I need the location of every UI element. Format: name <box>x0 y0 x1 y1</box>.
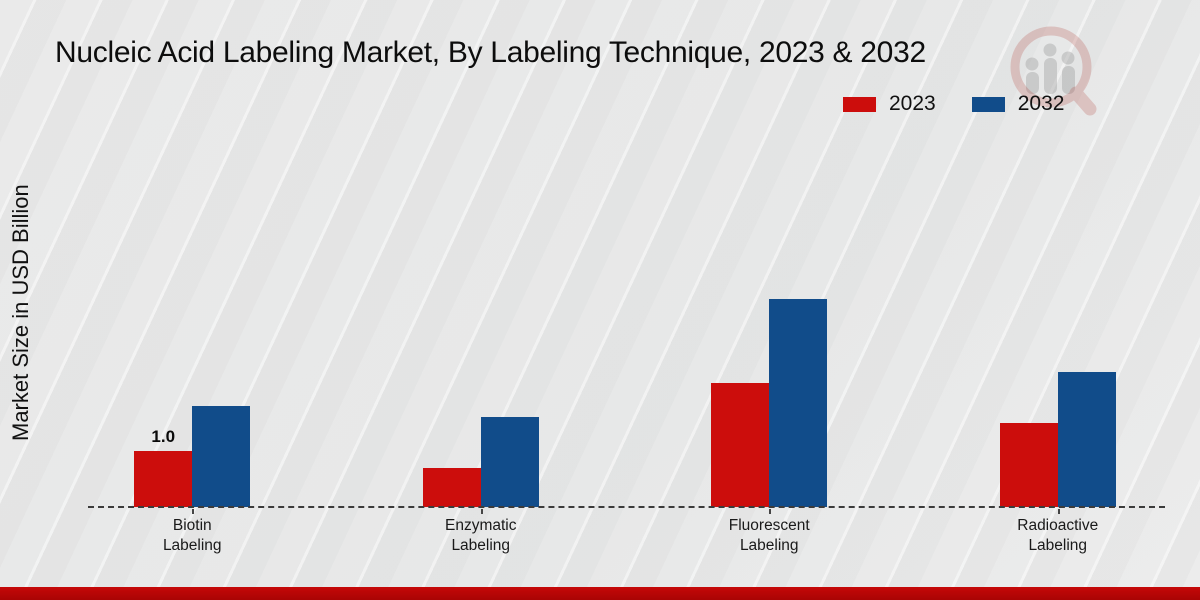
bar-2023-biotin-labeling <box>134 451 193 507</box>
bar-2023-radioactive-labeling <box>999 423 1058 507</box>
bar-wrap-2023-radioactive-labeling <box>999 423 1058 507</box>
bar-2032-fluorescent-labeling <box>769 299 828 507</box>
bar-2023-enzymatic-labeling <box>422 468 481 507</box>
category-group-fluorescent-labeling: Fluorescent Labeling <box>625 217 914 554</box>
footer-accent-bar <box>0 587 1200 600</box>
x-axis-tick-enzymatic-labeling <box>480 509 483 514</box>
bar-wrap-2023-fluorescent-labeling <box>711 383 770 507</box>
legend-swatch-2032 <box>971 96 1005 112</box>
plot-area: 1.0 Biotin Labeling Enzymatic Labeling Fluo… <box>48 217 1200 554</box>
bar-value-label-2023-biotin-labeling: 1.0 <box>151 427 176 446</box>
bar-wrap-2023-enzymatic-labeling <box>422 468 481 507</box>
category-group-biotin-labeling: 1.0 Biotin Labeling <box>48 217 337 554</box>
legend-label-2023: 2023 <box>889 92 936 115</box>
legend-label-2032: 2032 <box>1017 92 1065 115</box>
x-axis-tick-radioactive-labeling <box>1057 509 1060 514</box>
bar-wrap-2032-biotin-labeling <box>192 406 251 507</box>
category-label-radioactive-labeling: Radioactive Labeling <box>1017 517 1099 554</box>
bar-wrap-2032-fluorescent-labeling <box>769 299 828 507</box>
category-group-enzymatic-labeling: Enzymatic Labeling <box>337 217 626 554</box>
legend-item-2023: 2023 <box>843 92 936 116</box>
watermark-logo <box>1010 26 1097 116</box>
category-label-biotin-labeling: Biotin Labeling <box>162 517 222 554</box>
legend-swatch-2023 <box>843 96 876 112</box>
y-axis-label: Market Size in USD Billion <box>8 184 33 441</box>
legend: 2023 2032 <box>843 92 1064 116</box>
bar-2023-fluorescent-labeling <box>711 383 770 507</box>
category-group-radioactive-labeling: Radioactive Labeling <box>914 217 1200 554</box>
x-axis-baseline <box>88 506 1165 508</box>
bar-pair-radioactive-labeling <box>999 372 1116 507</box>
legend-item-2032: 2032 <box>971 92 1065 116</box>
chart-title: Nucleic Acid Labeling Market, By Labelin… <box>55 36 926 69</box>
bar-wrap-2032-enzymatic-labeling <box>480 417 539 507</box>
category-label-enzymatic-labeling: Enzymatic Labeling <box>445 517 517 554</box>
magnifier-bar-chart-icon <box>1010 26 1097 116</box>
category-label-fluorescent-labeling: Fluorescent Labeling <box>728 517 810 554</box>
x-axis-tick-biotin-labeling <box>192 509 195 514</box>
bar-pair-enzymatic-labeling <box>422 417 539 507</box>
bar-wrap-2023-biotin-labeling: 1.0 <box>134 427 193 507</box>
bar-2032-enzymatic-labeling <box>480 417 539 507</box>
bar-2032-radioactive-labeling <box>1057 372 1116 507</box>
bar-2032-biotin-labeling <box>192 406 251 507</box>
bar-pair-fluorescent-labeling <box>711 299 828 507</box>
x-axis-tick-fluorescent-labeling <box>769 509 772 514</box>
bar-wrap-2032-radioactive-labeling <box>1057 372 1116 507</box>
bar-pair-biotin-labeling: 1.0 <box>134 406 251 507</box>
